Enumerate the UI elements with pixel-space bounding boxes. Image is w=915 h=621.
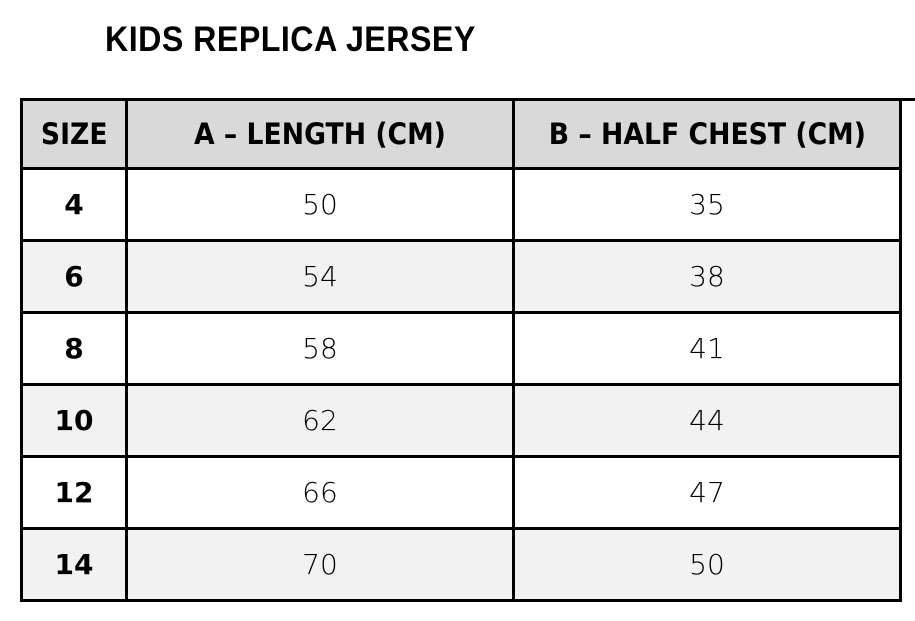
- cell-size: 10: [20, 383, 128, 458]
- cell-length: 66: [125, 455, 515, 530]
- table-row: 10 62 44: [20, 383, 902, 458]
- table-row: 14 70 50: [20, 527, 902, 602]
- cell-length: 70: [125, 527, 515, 602]
- page-title: KIDS REPLICA JERSEY: [105, 20, 476, 59]
- cell-half-chest: 35: [512, 167, 902, 242]
- header-length-label: A – LENGTH (CM): [194, 117, 446, 151]
- cell-length: 58: [125, 311, 515, 386]
- cell-size: 6: [20, 239, 128, 314]
- cell-length: 50: [125, 167, 515, 242]
- cell-size: 14: [20, 527, 128, 602]
- header-half-chest-label: B – HALF CHEST (CM): [548, 117, 866, 151]
- table-row: 4 50 35: [20, 167, 902, 242]
- header-length: A – LENGTH (CM): [125, 98, 515, 170]
- table-row: 6 54 38: [20, 239, 902, 314]
- table-row: 8 58 41: [20, 311, 902, 386]
- cell-size: 8: [20, 311, 128, 386]
- size-chart-table: SIZE A – LENGTH (CM) B – HALF CHEST (CM)…: [20, 98, 902, 602]
- cell-length: 62: [125, 383, 515, 458]
- cell-half-chest: 50: [512, 527, 902, 602]
- cell-half-chest: 44: [512, 383, 902, 458]
- cell-half-chest: 41: [512, 311, 902, 386]
- cell-half-chest: 38: [512, 239, 902, 314]
- table-row: 12 66 47: [20, 455, 902, 530]
- cell-size: 12: [20, 455, 128, 530]
- header-size: SIZE: [20, 98, 128, 170]
- header-half-chest: B – HALF CHEST (CM): [512, 98, 902, 170]
- table-header-row: SIZE A – LENGTH (CM) B – HALF CHEST (CM): [20, 98, 902, 170]
- header-size-label: SIZE: [40, 117, 108, 151]
- cell-half-chest: 47: [512, 455, 902, 530]
- cell-length: 54: [125, 239, 515, 314]
- cell-size: 4: [20, 167, 128, 242]
